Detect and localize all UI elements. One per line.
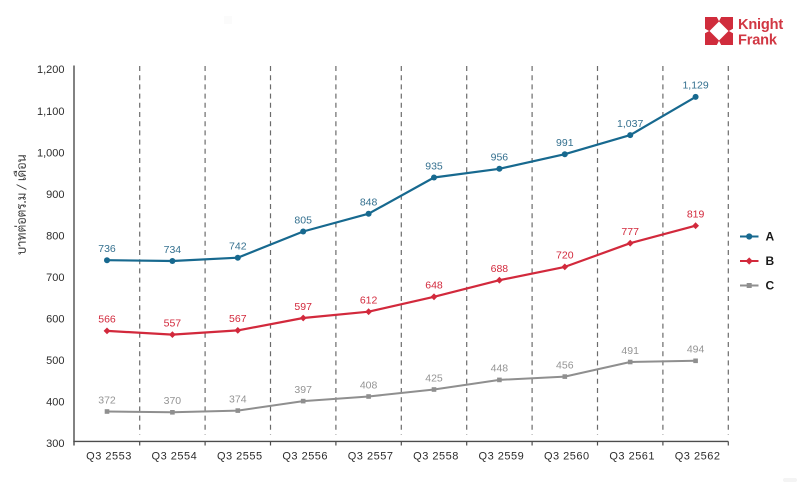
svg-text:448: 448 [491, 363, 509, 375]
svg-text:819: 819 [687, 209, 705, 221]
svg-text:494: 494 [687, 344, 705, 356]
svg-text:557: 557 [164, 317, 182, 329]
svg-text:720: 720 [556, 250, 574, 262]
svg-text:Knight: Knight [738, 17, 783, 33]
svg-text:Q3 2554: Q3 2554 [152, 450, 198, 462]
svg-text:848: 848 [360, 197, 378, 209]
svg-text:742: 742 [229, 241, 247, 253]
svg-text:567: 567 [229, 313, 247, 325]
svg-text:1,100: 1,100 [37, 106, 65, 118]
svg-text:734: 734 [164, 244, 182, 256]
svg-text:370: 370 [164, 395, 182, 407]
svg-text:900: 900 [46, 189, 64, 201]
svg-text:425: 425 [425, 372, 443, 384]
svg-text:Q3 2557: Q3 2557 [348, 450, 394, 462]
svg-text:Q3 2562: Q3 2562 [675, 450, 721, 462]
svg-text:648: 648 [425, 280, 443, 292]
svg-text:456: 456 [556, 359, 574, 371]
svg-text:Q3 2556: Q3 2556 [282, 450, 328, 462]
svg-text:Frank: Frank [738, 32, 778, 48]
svg-text:Q3 2561: Q3 2561 [609, 450, 655, 462]
svg-text:688: 688 [491, 263, 509, 275]
svg-text:1,200: 1,200 [37, 64, 65, 76]
svg-text:A: A [766, 230, 775, 244]
svg-text:935: 935 [425, 160, 443, 172]
svg-text:1,000: 1,000 [37, 147, 65, 159]
svg-text:400: 400 [46, 397, 64, 409]
svg-text:1,037: 1,037 [617, 118, 643, 130]
svg-text:700: 700 [46, 272, 64, 284]
svg-text:C: C [766, 279, 775, 293]
svg-text:Q3 2553: Q3 2553 [86, 450, 132, 462]
svg-text:736: 736 [98, 243, 116, 255]
svg-text:600: 600 [46, 314, 64, 326]
svg-text:300: 300 [46, 438, 64, 450]
svg-text:805: 805 [294, 214, 312, 226]
svg-text:800: 800 [46, 230, 64, 242]
svg-text:991: 991 [556, 137, 574, 149]
svg-text:612: 612 [360, 295, 378, 307]
svg-text:597: 597 [294, 301, 312, 313]
svg-text:777: 777 [621, 226, 639, 238]
svg-text:1,129: 1,129 [682, 80, 708, 92]
svg-text:397: 397 [294, 384, 312, 396]
svg-text:566: 566 [98, 314, 116, 326]
svg-text:491: 491 [621, 345, 639, 357]
svg-text:Q3 2558: Q3 2558 [413, 450, 459, 462]
svg-text:500: 500 [46, 355, 64, 367]
svg-text:372: 372 [98, 394, 116, 406]
svg-text:B: B [766, 254, 775, 268]
svg-text:374: 374 [229, 393, 247, 405]
svg-text:956: 956 [491, 152, 509, 164]
svg-text:Q3 2555: Q3 2555 [217, 450, 263, 462]
svg-text:Q3 2560: Q3 2560 [544, 450, 590, 462]
svg-text:408: 408 [360, 379, 378, 391]
svg-text:Q3 2559: Q3 2559 [479, 450, 525, 462]
